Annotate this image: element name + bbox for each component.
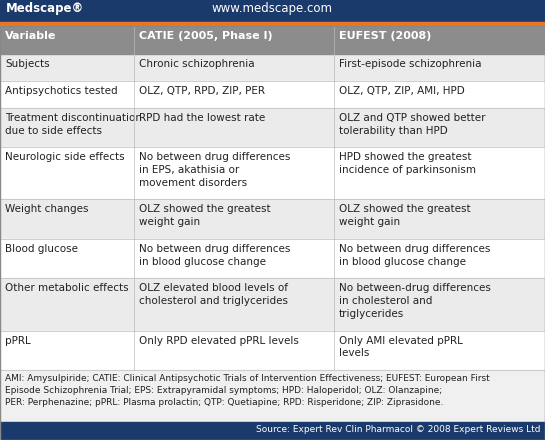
Bar <box>0 147 545 199</box>
Text: www.medscape.com: www.medscape.com <box>212 2 333 15</box>
Text: No between drug differences
in blood glucose change: No between drug differences in blood glu… <box>338 244 490 267</box>
Text: RPD had the lowest rate: RPD had the lowest rate <box>138 113 265 123</box>
Text: OLZ showed the greatest
weight gain: OLZ showed the greatest weight gain <box>338 205 470 227</box>
Text: Blood glucose: Blood glucose <box>5 244 78 254</box>
Text: OLZ showed the greatest
weight gain: OLZ showed the greatest weight gain <box>138 205 270 227</box>
Text: Only AMI elevated pPRL
levels: Only AMI elevated pPRL levels <box>338 335 462 358</box>
Text: Variable: Variable <box>5 31 56 41</box>
Text: Only RPD elevated pPRL levels: Only RPD elevated pPRL levels <box>138 335 299 345</box>
Text: pPRL: pPRL <box>5 335 31 345</box>
Text: Antipsychotics tested: Antipsychotics tested <box>5 86 118 96</box>
Bar <box>0 81 545 108</box>
Text: Subjects: Subjects <box>5 59 50 69</box>
Text: HPD showed the greatest
incidence of parkinsonism: HPD showed the greatest incidence of par… <box>338 152 476 175</box>
Text: Weight changes: Weight changes <box>5 205 88 214</box>
Text: OLZ, QTP, RPD, ZIP, PER: OLZ, QTP, RPD, ZIP, PER <box>138 86 264 96</box>
Text: Treatment discontinuation
due to side effects: Treatment discontinuation due to side ef… <box>5 113 142 136</box>
Text: Medscape®: Medscape® <box>6 2 84 15</box>
Text: OLZ and QTP showed better
tolerability than HPD: OLZ and QTP showed better tolerability t… <box>338 113 485 136</box>
Bar <box>0 279 545 330</box>
Text: CATIE (2005, Phase I): CATIE (2005, Phase I) <box>138 31 272 41</box>
Bar <box>0 54 545 81</box>
Bar <box>0 26 545 54</box>
Text: Neurologic side effects: Neurologic side effects <box>5 152 125 162</box>
Text: OLZ, QTP, ZIP, AMI, HPD: OLZ, QTP, ZIP, AMI, HPD <box>338 86 464 96</box>
Text: Source: Expert Rev Clin Pharmacol © 2008 Expert Reviews Ltd: Source: Expert Rev Clin Pharmacol © 2008… <box>256 425 540 434</box>
Text: AMI: Amysulpiride; CATIE: Clinical Antipsychotic Trials of Intervention Effectiv: AMI: Amysulpiride; CATIE: Clinical Antip… <box>5 374 490 407</box>
Bar <box>0 239 545 279</box>
Text: First-episode schizophrenia: First-episode schizophrenia <box>338 59 481 69</box>
Bar <box>0 0 545 22</box>
Bar <box>0 370 545 422</box>
Bar <box>0 108 545 147</box>
Text: EUFEST (2008): EUFEST (2008) <box>338 31 431 41</box>
Bar <box>0 22 545 26</box>
Bar <box>0 422 545 440</box>
Text: Chronic schizophrenia: Chronic schizophrenia <box>138 59 254 69</box>
Text: No between drug differences
in EPS, akathisia or
movement disorders: No between drug differences in EPS, akat… <box>138 152 290 188</box>
Bar <box>0 330 545 370</box>
Text: Other metabolic effects: Other metabolic effects <box>5 283 129 293</box>
Text: OLZ elevated blood levels of
cholesterol and triglycerides: OLZ elevated blood levels of cholesterol… <box>138 283 288 306</box>
Bar <box>0 199 545 239</box>
Text: No between drug differences
in blood glucose change: No between drug differences in blood glu… <box>138 244 290 267</box>
Text: No between-drug differences
in cholesterol and
triglycerides: No between-drug differences in cholester… <box>338 283 490 319</box>
